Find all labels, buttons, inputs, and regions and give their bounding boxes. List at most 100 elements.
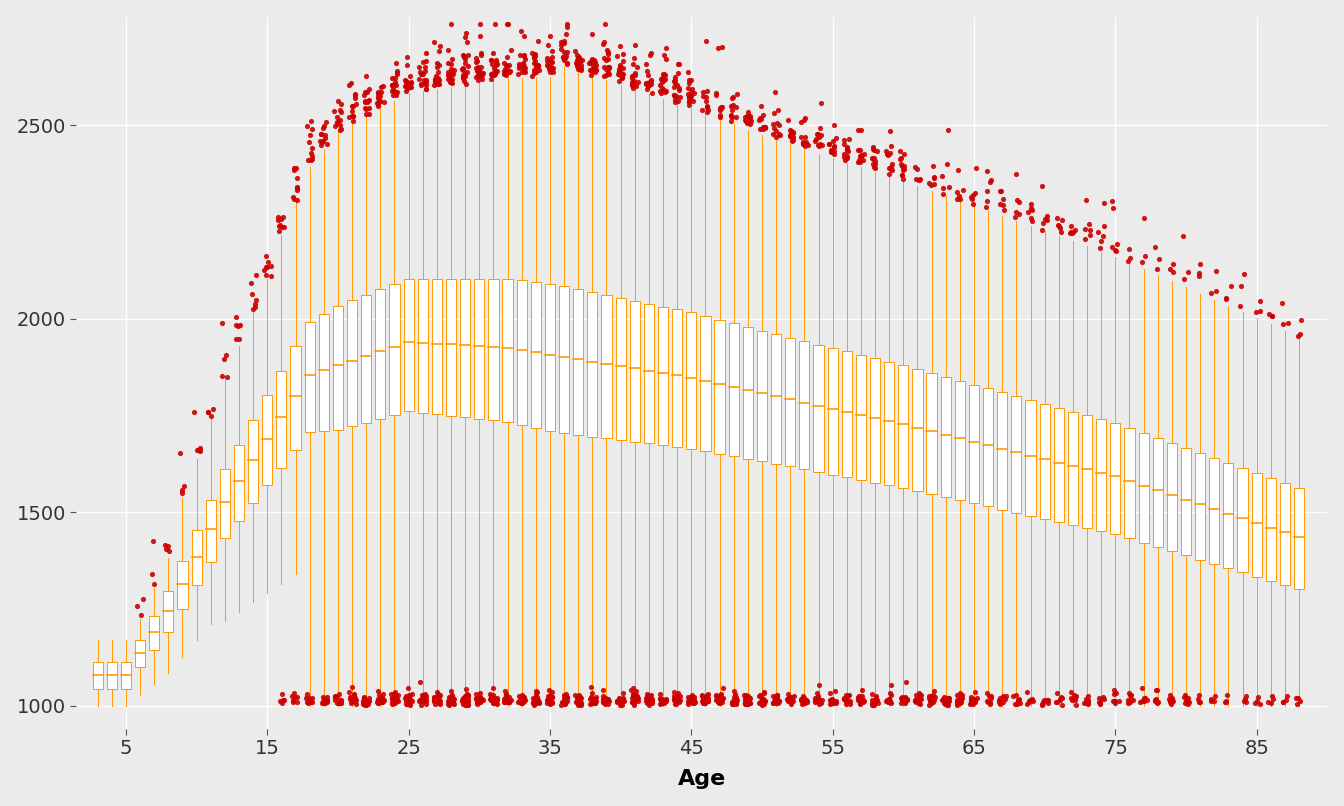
Point (890, 152, 911, 165)
Point (710, 101, 731, 114)
Point (470, 60, 492, 73)
Point (610, 692, 632, 705)
Point (1118, 687, 1140, 700)
Point (593, 696, 614, 708)
Point (583, 696, 605, 709)
Point (853, 147, 875, 160)
Point (879, 147, 900, 160)
Point (512, 56, 534, 69)
Point (539, 65, 560, 78)
Point (296, 688, 317, 700)
Point (1004, 698, 1025, 711)
Point (683, 696, 704, 709)
Point (880, 679, 902, 692)
Point (581, 57, 602, 70)
Point (298, 135, 320, 148)
Point (1020, 202, 1042, 214)
Point (895, 691, 917, 704)
Point (696, 101, 718, 114)
Bar (290, 346, 301, 450)
Point (401, 81, 422, 93)
Point (415, 689, 437, 702)
Bar (1068, 412, 1078, 525)
Point (726, 694, 747, 707)
Point (896, 692, 918, 705)
Point (524, 55, 546, 68)
Bar (672, 310, 683, 447)
Point (1235, 689, 1257, 702)
Point (806, 693, 828, 706)
Point (465, 688, 487, 700)
Point (938, 695, 960, 708)
Point (429, 58, 450, 71)
Point (848, 156, 870, 169)
Point (992, 199, 1013, 212)
Point (554, 695, 575, 708)
Point (380, 688, 402, 700)
Point (707, 693, 728, 706)
Point (933, 696, 954, 709)
Point (953, 183, 974, 196)
Point (626, 694, 648, 707)
Point (552, 51, 574, 64)
Point (1089, 692, 1110, 704)
Point (1105, 245, 1126, 258)
Point (255, 260, 277, 273)
Point (598, 45, 620, 58)
Point (567, 52, 589, 64)
Point (426, 56, 448, 69)
Point (458, 695, 480, 708)
Point (382, 696, 403, 708)
Point (512, 692, 534, 704)
Point (511, 25, 532, 38)
Bar (785, 338, 796, 467)
Point (282, 693, 304, 706)
Point (640, 75, 661, 88)
Point (628, 75, 649, 88)
Point (493, 684, 515, 697)
Point (367, 696, 388, 709)
Point (285, 691, 306, 704)
Point (456, 694, 477, 707)
Point (282, 161, 304, 174)
Point (297, 120, 319, 133)
Point (1129, 696, 1150, 708)
Point (380, 696, 402, 708)
Point (564, 688, 586, 701)
Point (410, 694, 431, 707)
Point (946, 693, 968, 706)
Point (735, 689, 757, 702)
Point (863, 160, 884, 173)
Point (863, 695, 884, 708)
Point (495, 692, 516, 705)
Point (1286, 692, 1308, 704)
Point (793, 696, 814, 708)
Point (438, 69, 460, 82)
Point (698, 692, 719, 704)
Point (934, 692, 956, 705)
Bar (1294, 488, 1304, 589)
Point (1216, 688, 1238, 701)
Point (638, 48, 660, 61)
Point (441, 690, 462, 703)
Point (598, 60, 620, 73)
Point (429, 697, 450, 710)
Point (1005, 205, 1027, 218)
Point (485, 695, 507, 708)
Point (810, 696, 832, 709)
Point (923, 693, 945, 706)
Point (555, 49, 577, 62)
Point (410, 692, 431, 705)
Point (763, 121, 785, 134)
Point (513, 29, 535, 42)
Point (1091, 230, 1113, 243)
Point (961, 693, 982, 706)
Point (382, 692, 403, 705)
Point (749, 696, 770, 709)
Bar (1054, 408, 1064, 522)
Point (866, 693, 887, 706)
Point (511, 692, 532, 705)
Point (755, 120, 777, 133)
Point (539, 692, 560, 704)
Point (401, 77, 422, 90)
